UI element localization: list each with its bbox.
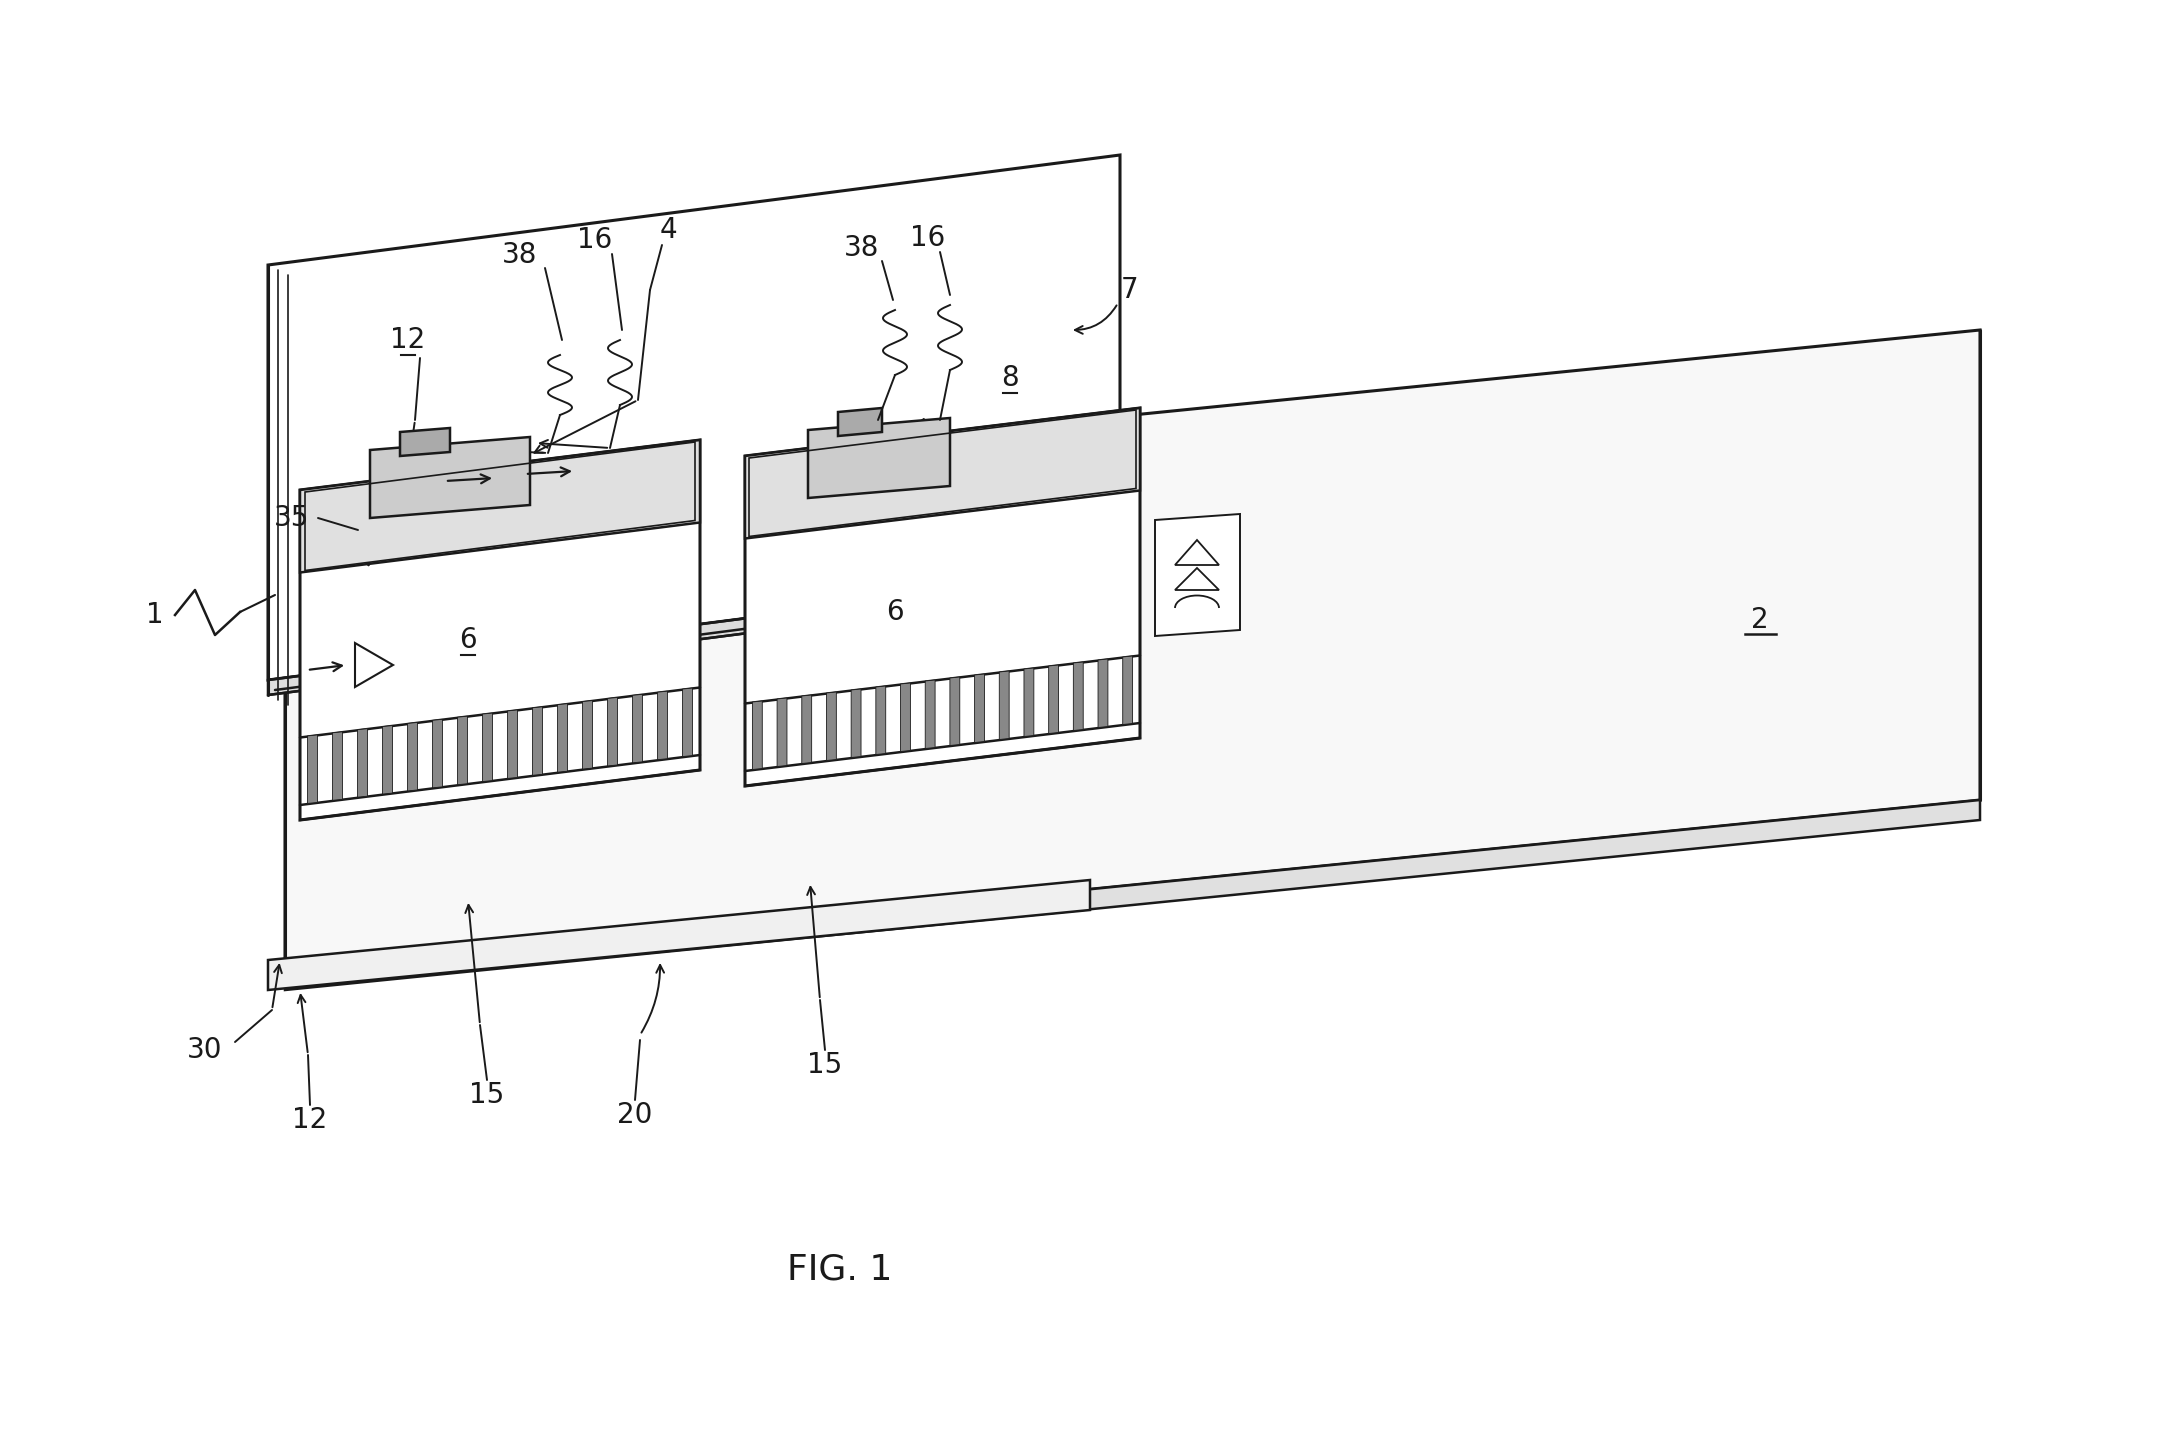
Polygon shape xyxy=(682,688,692,757)
Polygon shape xyxy=(507,710,518,778)
Polygon shape xyxy=(744,408,1141,786)
Text: 2: 2 xyxy=(1751,605,1769,634)
Polygon shape xyxy=(267,570,1119,695)
Polygon shape xyxy=(1154,514,1240,635)
Text: 15: 15 xyxy=(470,1080,505,1109)
Polygon shape xyxy=(332,731,343,800)
Polygon shape xyxy=(999,671,1009,740)
Polygon shape xyxy=(483,713,492,781)
Polygon shape xyxy=(1098,660,1109,727)
Polygon shape xyxy=(753,701,761,770)
Polygon shape xyxy=(267,880,1089,990)
Text: 6: 6 xyxy=(887,598,904,625)
Text: 15: 15 xyxy=(807,1050,843,1079)
Polygon shape xyxy=(582,701,593,768)
Polygon shape xyxy=(826,693,837,760)
Polygon shape xyxy=(358,728,367,797)
Text: 30: 30 xyxy=(188,1036,222,1065)
Text: 12: 12 xyxy=(293,1106,328,1133)
Polygon shape xyxy=(925,680,936,748)
Polygon shape xyxy=(1025,668,1033,737)
Text: 6: 6 xyxy=(459,625,477,654)
Polygon shape xyxy=(1074,663,1083,730)
Polygon shape xyxy=(852,688,861,757)
Polygon shape xyxy=(533,707,544,776)
Polygon shape xyxy=(802,695,811,764)
Polygon shape xyxy=(285,800,1980,990)
Polygon shape xyxy=(777,698,787,767)
Text: 7: 7 xyxy=(1122,276,1139,303)
Polygon shape xyxy=(285,331,1980,970)
Polygon shape xyxy=(658,691,667,760)
Text: 1: 1 xyxy=(147,601,164,630)
Polygon shape xyxy=(632,694,643,763)
Text: FIG. 1: FIG. 1 xyxy=(787,1254,893,1286)
Polygon shape xyxy=(876,685,887,754)
Text: 35: 35 xyxy=(274,504,311,532)
Polygon shape xyxy=(371,436,531,518)
Polygon shape xyxy=(1048,665,1059,734)
Polygon shape xyxy=(300,439,701,820)
Text: 38: 38 xyxy=(503,240,537,269)
Text: 38: 38 xyxy=(843,235,880,262)
Polygon shape xyxy=(399,428,451,456)
Polygon shape xyxy=(608,697,617,766)
Polygon shape xyxy=(308,736,317,803)
Polygon shape xyxy=(949,677,960,746)
Polygon shape xyxy=(457,716,468,784)
Polygon shape xyxy=(557,704,567,773)
Polygon shape xyxy=(434,720,442,788)
Polygon shape xyxy=(809,418,949,498)
Polygon shape xyxy=(382,726,393,794)
Polygon shape xyxy=(1124,655,1132,724)
Polygon shape xyxy=(839,408,882,436)
Polygon shape xyxy=(408,723,418,791)
Text: 16: 16 xyxy=(910,225,945,252)
Polygon shape xyxy=(975,674,984,743)
Text: 4: 4 xyxy=(660,216,677,245)
Polygon shape xyxy=(899,683,910,751)
Text: 20: 20 xyxy=(617,1100,654,1129)
Polygon shape xyxy=(300,439,701,572)
Polygon shape xyxy=(267,155,1119,680)
Text: 12: 12 xyxy=(390,326,425,353)
Polygon shape xyxy=(744,408,1141,538)
Text: 8: 8 xyxy=(1001,363,1018,392)
Text: 16: 16 xyxy=(578,226,613,253)
